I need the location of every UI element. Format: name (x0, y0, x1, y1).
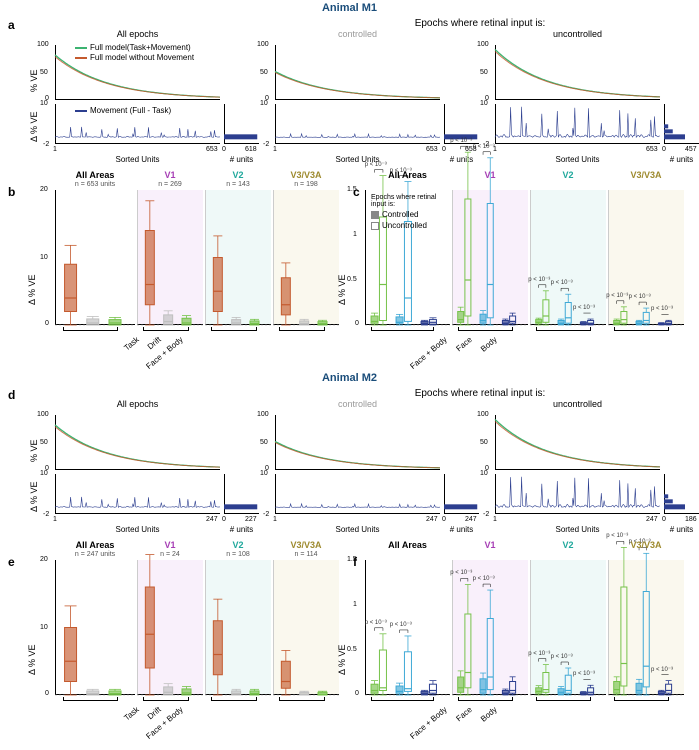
delta-ylabel: Δ % VE (29, 481, 39, 512)
n-label: n = 653 units (55, 181, 135, 188)
area-title: V1 (452, 540, 528, 550)
area-title: V2 (530, 540, 606, 550)
units-xlabel: # units (224, 155, 259, 164)
x-bracket (614, 327, 670, 331)
x-bracket (458, 327, 514, 331)
x-bracket (63, 327, 119, 331)
animal-m2-title: Animal M2 (0, 372, 699, 384)
col-title: uncontrolled (495, 29, 660, 39)
units-xlabel: # units (664, 525, 699, 534)
col-title: All epochs (55, 29, 220, 39)
n-label: n = 198 (273, 181, 339, 188)
n-label: n = 114 (273, 551, 339, 558)
x-bracket (143, 327, 189, 331)
c-legend-header: Epochs where retinal input is: (371, 194, 446, 208)
sorted-xlabel: Sorted Units (495, 525, 660, 534)
area-title: V3/V3A (608, 170, 684, 180)
label-e: e (8, 555, 15, 569)
units-xlabel: # units (444, 525, 479, 534)
area-title: V2 (530, 170, 606, 180)
units-xlabel: # units (664, 155, 699, 164)
c-ylabel: Δ % VE (337, 644, 347, 675)
x-bracket (371, 697, 434, 701)
units-xlabel: # units (444, 155, 479, 164)
area-title: All Areas (55, 170, 135, 180)
sorted-xlabel: Sorted Units (55, 525, 220, 534)
area-title: V2 (205, 170, 271, 180)
n-label: n = 143 (205, 181, 271, 188)
b-ylabel: Δ % VE (27, 644, 37, 675)
n-label: n = 247 units (55, 551, 135, 558)
legend-item: Full model(Task+Movement) (75, 43, 191, 52)
ve-ylabel: % VE (29, 69, 39, 92)
area-title: All Areas (365, 540, 450, 550)
n-label: n = 269 (137, 181, 203, 188)
x-bracket (279, 327, 325, 331)
col-title: controlled (275, 399, 440, 409)
legend-uncontrolled: Uncontrolled (371, 221, 427, 230)
col-title: uncontrolled (495, 399, 660, 409)
x-bracket (279, 697, 325, 701)
pval: p < 10⁻³ (365, 161, 387, 168)
pval: p < 10⁻³ (473, 143, 495, 150)
label-d: d (8, 388, 15, 402)
area-title: V2 (205, 540, 271, 550)
n-label: n = 24 (137, 551, 203, 558)
area-title: V3/V3A (608, 540, 684, 550)
pval: p < 10⁻³ (450, 137, 472, 144)
pval: p < 10⁻³ (606, 532, 628, 539)
x-bracket (211, 697, 257, 701)
sorted-xlabel: Sorted Units (495, 155, 660, 164)
x-bracket (458, 697, 514, 701)
animal-m1-title: Animal M1 (0, 2, 699, 14)
sorted-xlabel: Sorted Units (55, 155, 220, 164)
units-xlabel: # units (224, 525, 259, 534)
x-bracket (63, 697, 119, 701)
area-title: All Areas (365, 170, 450, 180)
x-bracket (211, 327, 257, 331)
label-a: a (8, 18, 15, 32)
b-ylabel: Δ % VE (27, 274, 37, 305)
x-bracket (143, 697, 189, 701)
ve-ylabel: % VE (29, 439, 39, 462)
x-bracket (536, 697, 592, 701)
label-b: b (8, 185, 15, 199)
sorted-xlabel: Sorted Units (275, 525, 440, 534)
legend-item: Full model without Movement (75, 53, 194, 62)
area-title: V1 (452, 170, 528, 180)
area-title: V3/V3A (273, 170, 339, 180)
x-bracket (614, 697, 670, 701)
sorted-xlabel: Sorted Units (275, 155, 440, 164)
x-bracket (536, 327, 592, 331)
area-title: V1 (137, 540, 203, 550)
epoch-header-m1: Epochs where retinal input is: (380, 18, 580, 29)
epoch-header-m2: Epochs where retinal input is: (380, 388, 580, 399)
col-title: All epochs (55, 399, 220, 409)
area-title: V3/V3A (273, 540, 339, 550)
legend-item: Movement (Full - Task) (75, 106, 171, 115)
n-label: n = 108 (205, 551, 271, 558)
delta-ylabel: Δ % VE (29, 111, 39, 142)
area-title: V1 (137, 170, 203, 180)
x-bracket (371, 327, 434, 331)
legend-controlled: Controlled (371, 210, 418, 219)
area-title: All Areas (55, 540, 135, 550)
c-ylabel: Δ % VE (337, 274, 347, 305)
col-title: controlled (275, 29, 440, 39)
